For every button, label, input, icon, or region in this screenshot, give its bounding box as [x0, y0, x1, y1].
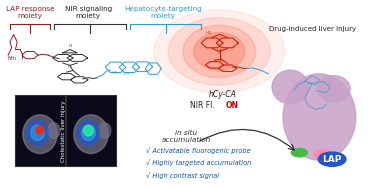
Text: √ Highly targeted accumulation: √ Highly targeted accumulation — [147, 160, 252, 166]
FancyBboxPatch shape — [66, 95, 115, 166]
Text: √ Activatable fluorogenic probe: √ Activatable fluorogenic probe — [147, 147, 251, 154]
Ellipse shape — [283, 74, 356, 160]
Ellipse shape — [318, 76, 350, 102]
Ellipse shape — [168, 18, 270, 85]
Ellipse shape — [47, 123, 60, 138]
Ellipse shape — [82, 125, 95, 140]
Text: HO: HO — [206, 31, 212, 36]
Ellipse shape — [23, 115, 57, 153]
Ellipse shape — [26, 120, 49, 145]
Text: hCy-CA-LAP: hCy-CA-LAP — [62, 106, 107, 115]
Circle shape — [318, 152, 346, 166]
Ellipse shape — [83, 125, 93, 136]
Text: √ High contrast signal: √ High contrast signal — [147, 172, 220, 179]
Text: NIR Fl.: NIR Fl. — [58, 117, 85, 126]
Text: OFF: OFF — [86, 117, 101, 126]
Text: HO: HO — [111, 71, 117, 75]
Text: O: O — [68, 65, 71, 69]
Text: Drug-induced liver injury: Drug-induced liver injury — [269, 26, 356, 32]
Text: Hepatocyte-targeting
moiety: Hepatocyte-targeting moiety — [124, 6, 202, 19]
Text: OH: OH — [124, 72, 130, 76]
Text: NIR signaling
moiety: NIR signaling moiety — [65, 6, 112, 19]
Text: LAP: LAP — [322, 155, 342, 164]
Text: in situ
accumulation: in situ accumulation — [162, 130, 211, 143]
Circle shape — [314, 150, 332, 159]
Circle shape — [291, 149, 307, 157]
Ellipse shape — [154, 10, 285, 93]
Text: Cholestatic liver injury: Cholestatic liver injury — [61, 100, 66, 162]
Ellipse shape — [31, 125, 45, 140]
Text: LAP response
moiety: LAP response moiety — [6, 6, 54, 19]
Ellipse shape — [272, 70, 308, 104]
FancyBboxPatch shape — [16, 95, 65, 166]
Text: hCy-CA: hCy-CA — [209, 90, 237, 99]
Ellipse shape — [99, 123, 111, 138]
Ellipse shape — [183, 25, 256, 78]
Ellipse shape — [78, 120, 99, 145]
Ellipse shape — [74, 115, 108, 153]
Ellipse shape — [194, 33, 245, 70]
Text: ON: ON — [226, 101, 239, 110]
Text: O: O — [217, 51, 220, 55]
Text: NIR Fl.: NIR Fl. — [190, 101, 217, 110]
Text: Acute liver injury: Acute liver injury — [9, 108, 14, 154]
Text: NH₂: NH₂ — [8, 56, 17, 61]
Text: Cl: Cl — [69, 44, 73, 48]
Ellipse shape — [36, 126, 44, 134]
